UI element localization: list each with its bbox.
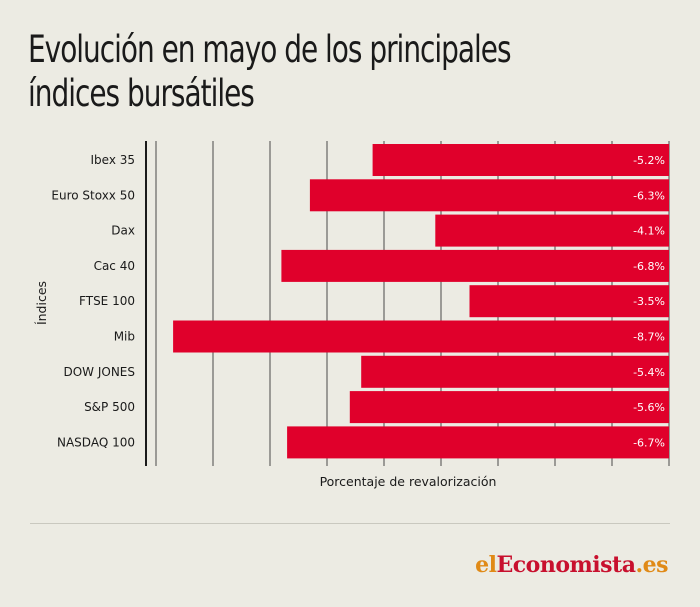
x-axis-label: Porcentaje de revalorización bbox=[320, 474, 497, 489]
bar bbox=[469, 285, 669, 318]
bar-value-label: -5.6% bbox=[633, 401, 665, 414]
category-label: Euro Stoxx 50 bbox=[51, 188, 135, 202]
divider bbox=[30, 523, 670, 524]
category-label: NASDAQ 100 bbox=[57, 435, 135, 449]
bar-value-label: -3.5% bbox=[633, 295, 665, 308]
bar bbox=[435, 214, 669, 247]
bar-value-label: -8.7% bbox=[633, 331, 665, 344]
bar-value-label: -5.2% bbox=[633, 154, 665, 167]
bar-value-label: -6.7% bbox=[633, 436, 665, 449]
category-label: Ibex 35 bbox=[90, 153, 135, 167]
category-label: FTSE 100 bbox=[79, 294, 135, 308]
bar-value-label: -6.8% bbox=[633, 260, 665, 273]
category-label: S&P 500 bbox=[84, 400, 135, 414]
bar bbox=[281, 249, 669, 282]
bar bbox=[173, 320, 669, 353]
bars: -5.2% -6.3% -4.1% -6.8% -3.5% -8.7% -5.4% -5.6%… bbox=[173, 144, 669, 459]
bar bbox=[361, 355, 669, 388]
chart-title: Evolución en mayo de los principales índ… bbox=[28, 28, 512, 115]
bar-value-label: -6.3% bbox=[633, 189, 665, 202]
category-label: Cac 40 bbox=[94, 259, 135, 273]
bar-value-label: -4.1% bbox=[633, 225, 665, 238]
bar bbox=[349, 391, 669, 424]
category-label: Mib bbox=[114, 330, 135, 344]
category-label: Dax bbox=[111, 224, 135, 238]
publisher-logo: elEconomista.es bbox=[475, 552, 668, 578]
category-labels: Ibex 35 Euro Stoxx 50 Dax Cac 40 FTSE 100 Mib… bbox=[51, 153, 135, 449]
bar bbox=[372, 144, 669, 176]
bar bbox=[287, 426, 669, 459]
y-axis-label: Índices bbox=[34, 281, 49, 325]
bar-value-label: -5.4% bbox=[633, 366, 665, 379]
bar bbox=[309, 179, 669, 212]
category-label: DOW JONES bbox=[63, 365, 135, 379]
